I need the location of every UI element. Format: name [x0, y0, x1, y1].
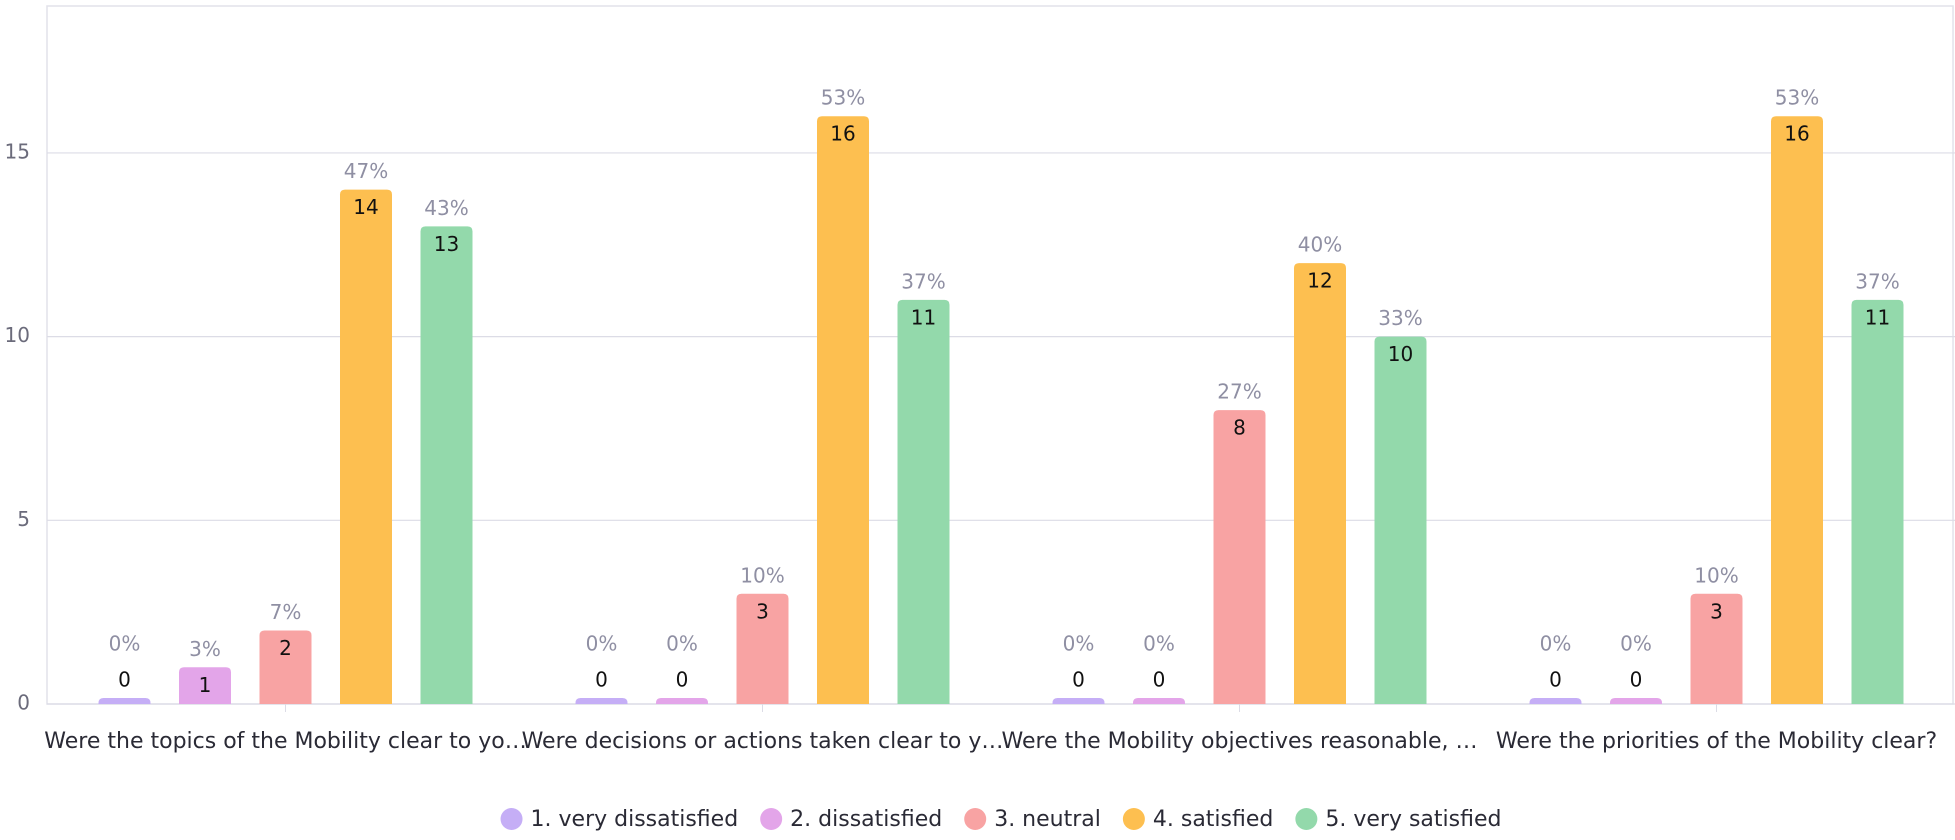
value-label: 10 [1388, 342, 1413, 366]
value-label: 1 [199, 673, 212, 697]
percent-label: 0% [586, 632, 618, 656]
value-label: 0 [118, 668, 131, 692]
percent-label: 0% [1620, 632, 1652, 656]
percent-label: 10% [740, 563, 784, 587]
bar [259, 630, 312, 704]
value-label: 0 [595, 668, 608, 692]
x-tick-label: Were the topics of the Mobility clear to… [44, 729, 526, 754]
legend-marker [760, 808, 783, 830]
percent-label: 33% [1378, 306, 1422, 330]
y-tick-label: 10 [5, 323, 30, 347]
percent-label: 43% [424, 196, 468, 220]
x-tick-label: Were the priorities of the Mobility clea… [1496, 729, 1937, 754]
bar [1133, 698, 1185, 704]
percent-label: 40% [1298, 233, 1342, 257]
legend-label: 3. neutral [994, 807, 1101, 832]
percent-label: 0% [1540, 632, 1572, 656]
value-label: 0 [676, 668, 689, 692]
value-label: 2 [279, 636, 292, 660]
bar [736, 593, 789, 704]
bar [98, 698, 151, 704]
percent-label: 53% [1775, 86, 1819, 110]
percent-label: 53% [821, 86, 865, 110]
bar [656, 698, 708, 704]
value-label: 0 [1630, 668, 1643, 692]
percent-label: 10% [1694, 563, 1738, 587]
value-label: 13 [434, 232, 459, 256]
legend-marker [1122, 808, 1145, 830]
bar [575, 698, 628, 704]
percent-label: 27% [1217, 380, 1261, 404]
percent-label: 0% [1143, 632, 1175, 656]
bar [1690, 593, 1743, 704]
legend-marker [1295, 808, 1318, 830]
bar [897, 299, 950, 704]
percent-label: 0% [666, 632, 698, 656]
bar [1052, 698, 1105, 704]
value-label: 3 [1710, 599, 1723, 623]
bar [1374, 336, 1427, 704]
percent-label: 37% [1855, 269, 1899, 293]
bar [179, 667, 231, 704]
legend-label: 5. very satisfied [1325, 807, 1501, 832]
percent-label: 3% [189, 637, 221, 661]
percent-label: 47% [344, 159, 388, 183]
plot-frame [46, 5, 1954, 705]
percent-label: 7% [270, 600, 302, 624]
bar [1529, 698, 1582, 704]
value-label: 3 [756, 599, 769, 623]
value-label: 0 [1072, 668, 1085, 692]
legend-marker [500, 808, 523, 830]
value-label: 8 [1233, 416, 1246, 440]
bar [1771, 116, 1823, 705]
percent-label: 0% [1063, 632, 1095, 656]
value-label: 0 [1153, 668, 1166, 692]
value-label: 16 [830, 122, 855, 146]
value-label: 16 [1784, 122, 1809, 146]
legend-marker [964, 808, 987, 830]
value-label: 12 [1307, 269, 1332, 293]
y-tick-label: 15 [5, 139, 30, 163]
legend-label: 4. satisfied [1153, 807, 1273, 832]
legend-label: 1. very dissatisfied [531, 807, 739, 832]
y-tick-label: 5 [17, 507, 30, 531]
bar [817, 116, 869, 705]
bar [1851, 299, 1904, 704]
legend-label: 2. dissatisfied [790, 807, 942, 832]
percent-label: 0% [109, 632, 141, 656]
value-label: 11 [911, 305, 936, 329]
bar [420, 226, 473, 704]
value-label: 0 [1549, 668, 1562, 692]
bar [1294, 263, 1346, 704]
value-label: 11 [1865, 305, 1890, 329]
bar [1610, 698, 1662, 704]
x-tick-label: Were the Mobility objectives reasonable,… [1001, 729, 1477, 754]
percent-label: 37% [901, 269, 945, 293]
x-tick-label: Were decisions or actions taken clear to… [522, 729, 1004, 754]
bar [340, 189, 392, 704]
bar [1213, 410, 1266, 704]
value-label: 14 [353, 195, 378, 219]
y-tick-label: 0 [17, 691, 30, 715]
